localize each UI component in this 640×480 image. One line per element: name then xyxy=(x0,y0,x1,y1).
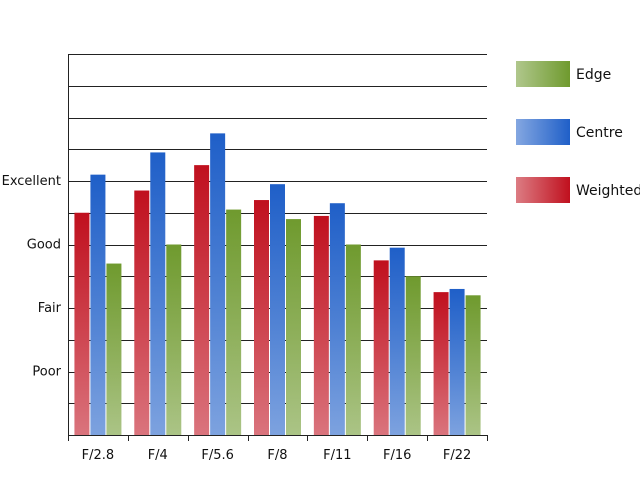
legend-swatch-weighted xyxy=(516,177,570,203)
bars xyxy=(74,133,481,436)
legend-label-weighted: Weighted xyxy=(576,183,640,199)
x-tick-label-f-8: F/8 xyxy=(267,448,287,463)
bar-centre-f-16 xyxy=(389,247,405,435)
bar-edge-f-4 xyxy=(166,244,182,435)
y-tick-label-fair: Fair xyxy=(38,301,62,316)
bar-centre-f-11 xyxy=(329,203,345,435)
bar-centre-f-2-8 xyxy=(90,174,106,435)
bar-edge-f-8 xyxy=(286,219,301,435)
bar-weighted-f-2-8 xyxy=(74,212,90,435)
bar-edge-f-16 xyxy=(405,276,421,435)
legend-item-edge: Edge xyxy=(516,61,611,87)
bar-weighted-f-4 xyxy=(134,190,150,435)
legend-swatch-centre xyxy=(516,119,570,145)
x-tick-label-f-22: F/22 xyxy=(443,448,471,463)
x-tick-label-f-4: F/4 xyxy=(148,448,168,463)
bar-edge-f-5-6 xyxy=(226,209,242,435)
x-tick-labels: F/2.8 F/4 F/5.6 F/8 F/11 F/16 F/22 xyxy=(82,448,472,463)
y-tick-labels: Poor Fair Good Excellent xyxy=(2,174,62,380)
x-tick-label-f-11: F/11 xyxy=(323,448,351,463)
bar-centre-f-8 xyxy=(270,184,285,435)
bar-edge-f-22 xyxy=(465,295,481,435)
legend-label-centre: Centre xyxy=(576,125,623,141)
bar-centre-f-4 xyxy=(150,152,166,436)
x-tick-label-f-5-6: F/5.6 xyxy=(201,448,234,463)
bar-weighted-f-22 xyxy=(433,292,449,435)
y-tick-label-excellent: Excellent xyxy=(2,174,61,189)
bar-weighted-f-5-6 xyxy=(194,165,210,435)
bar-weighted-f-11 xyxy=(313,215,329,435)
legend-item-weighted: Weighted xyxy=(516,177,640,203)
bar-edge-f-11 xyxy=(345,244,361,435)
legend-item-centre: Centre xyxy=(516,119,623,145)
x-tick-label-f-2-8: F/2.8 xyxy=(82,448,115,463)
bar-centre-f-5-6 xyxy=(210,133,226,435)
legend-label-edge: Edge xyxy=(576,67,611,83)
legend: Edge Centre Weighted xyxy=(516,61,640,203)
y-tick-label-poor: Poor xyxy=(32,365,61,380)
bar-edge-f-2-8 xyxy=(106,263,122,435)
legend-swatch-edge xyxy=(516,61,570,87)
axes xyxy=(68,54,488,441)
bar-weighted-f-16 xyxy=(373,260,389,435)
x-tick-label-f-16: F/16 xyxy=(383,448,411,463)
y-tick-label-good: Good xyxy=(27,238,61,253)
bar-centre-f-22 xyxy=(449,288,465,435)
bar-weighted-f-8 xyxy=(254,200,269,435)
